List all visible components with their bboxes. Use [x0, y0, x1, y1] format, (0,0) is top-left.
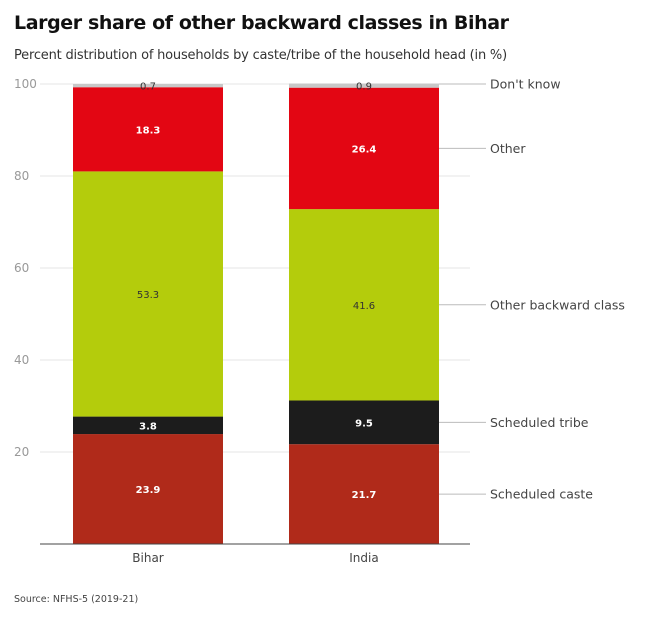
- legend-label-other-backward-class: Other backward class: [490, 297, 625, 312]
- series-labels: Scheduled caste Scheduled tribe Other back…: [439, 77, 625, 502]
- legend-label-other: Other: [490, 141, 526, 156]
- data-label: 0.7: [140, 82, 156, 93]
- x-tick-label: Bihar: [132, 551, 164, 565]
- y-tick-label: 40: [14, 353, 29, 367]
- data-label: 26.4: [352, 144, 377, 155]
- axes: 20 40 60 80 100 Bihar India: [14, 77, 470, 565]
- data-labels: 23.9 3.8 53.3 18.3 0.7 21.7 9.5 41.6 26.4 0.9: [136, 82, 377, 501]
- bar-segment-india-other-backward-class: [289, 209, 439, 401]
- legend-label-scheduled-tribe: Scheduled tribe: [490, 415, 589, 430]
- stacked-bar-chart: 23.9 3.8 53.3 18.3 0.7 21.7 9.5 41.6 26.4 0.9 20 4…: [14, 77, 625, 566]
- data-label: 23.9: [136, 485, 161, 496]
- bars: [73, 83, 439, 544]
- chart-title: Larger share of other backward classes i…: [14, 12, 509, 34]
- bar-segment-india-other: [289, 87, 439, 210]
- source-note: Source: NFHS-5 (2019-21): [14, 594, 139, 605]
- x-tick-label: India: [349, 551, 378, 565]
- bar-segment-bihar-scheduled-tribe: [73, 416, 223, 435]
- bar-segment-bihar-don-t-know: [73, 84, 223, 88]
- data-label: 41.6: [353, 301, 375, 312]
- data-label: 9.5: [355, 418, 373, 429]
- bar-segment-bihar-scheduled-caste: [73, 434, 223, 544]
- data-label: 53.3: [137, 290, 159, 301]
- data-label: 18.3: [136, 125, 161, 136]
- data-label: 3.8: [139, 421, 157, 432]
- y-tick-label: 20: [14, 445, 29, 459]
- chart-subtitle: Percent distribution of households by ca…: [14, 48, 507, 63]
- bar-segment-india-don-t-know: [289, 83, 439, 88]
- legend-label-don-t-know: Don't know: [490, 77, 561, 92]
- y-tick-label: 100: [14, 77, 37, 91]
- data-label: 0.9: [356, 82, 372, 93]
- data-label: 21.7: [352, 490, 377, 501]
- bar-segment-bihar-other-backward-class: [73, 171, 223, 417]
- bar-segment-india-scheduled-tribe: [289, 400, 439, 445]
- y-tick-label: 80: [14, 169, 29, 183]
- bar-segment-bihar-other: [73, 87, 223, 172]
- bar-segment-india-scheduled-caste: [289, 444, 439, 544]
- legend-label-scheduled-caste: Scheduled caste: [490, 487, 593, 502]
- y-tick-label: 60: [14, 261, 29, 275]
